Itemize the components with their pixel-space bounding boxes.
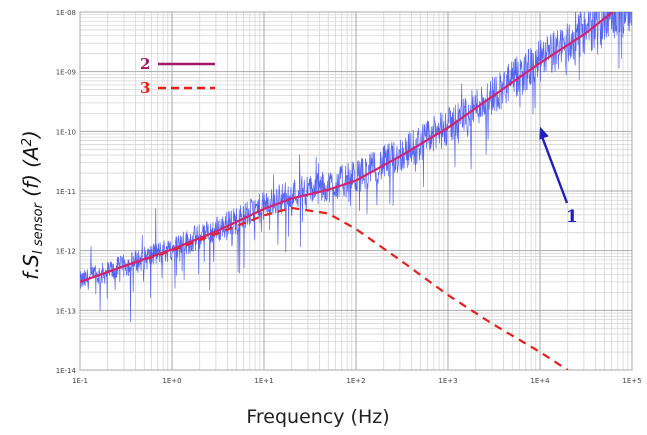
series-line-2 — [80, 12, 614, 283]
y-axis-label-close: ) — [19, 130, 43, 140]
series-line-1 — [80, 12, 632, 323]
x-tick-label: 1E+5 — [622, 377, 641, 385]
legend: 23 — [140, 55, 215, 97]
y-tick-label: 1E-10 — [56, 128, 76, 136]
y-tick-label: 1E-08 — [56, 9, 76, 17]
legend-label-2: 2 — [140, 55, 150, 73]
y-tick-label: 1E-13 — [56, 307, 76, 315]
y-axis-label-sup: 2 — [20, 138, 35, 146]
legend-label-3: 3 — [140, 79, 150, 97]
y-tick-label: 1E-14 — [56, 367, 77, 375]
y-tick-label: 1E-12 — [56, 248, 76, 256]
x-tick-label: 1E-1 — [72, 377, 88, 385]
annotation-arrow-head — [539, 126, 549, 140]
y-axis-label-tail: (f) (A — [19, 146, 43, 203]
x-tick-label: 1E+0 — [162, 377, 181, 385]
series-layer — [80, 12, 632, 370]
x-tick-label: 1E+2 — [346, 377, 365, 385]
annotation-series-1: 1 — [539, 126, 578, 227]
y-axis-label-sub: I sensor — [31, 201, 46, 254]
x-tick-label: 1E+3 — [438, 377, 457, 385]
y-tick-labels: 1E-14 1E-13 1E-12 1E-11 1E-10 1E-09 1E-08 — [56, 9, 77, 375]
x-axis-label: Frequency (Hz) — [246, 406, 389, 428]
x-tick-label: 1E+1 — [254, 377, 273, 385]
y-tick-label: 1E-11 — [56, 188, 76, 196]
y-axis-label: f.SI sensor (f) (A2) — [19, 130, 46, 280]
x-tick-label: 1E+4 — [530, 377, 550, 385]
y-axis-label-main: f.S — [19, 254, 43, 280]
y-tick-label: 1E-09 — [56, 69, 76, 77]
annotation-arrow-shaft — [540, 136, 569, 204]
x-tick-labels: 1E-1 1E+0 1E+1 1E+2 1E+3 1E+4 1E+5 — [72, 377, 642, 385]
annotation-label: 1 — [566, 207, 578, 227]
